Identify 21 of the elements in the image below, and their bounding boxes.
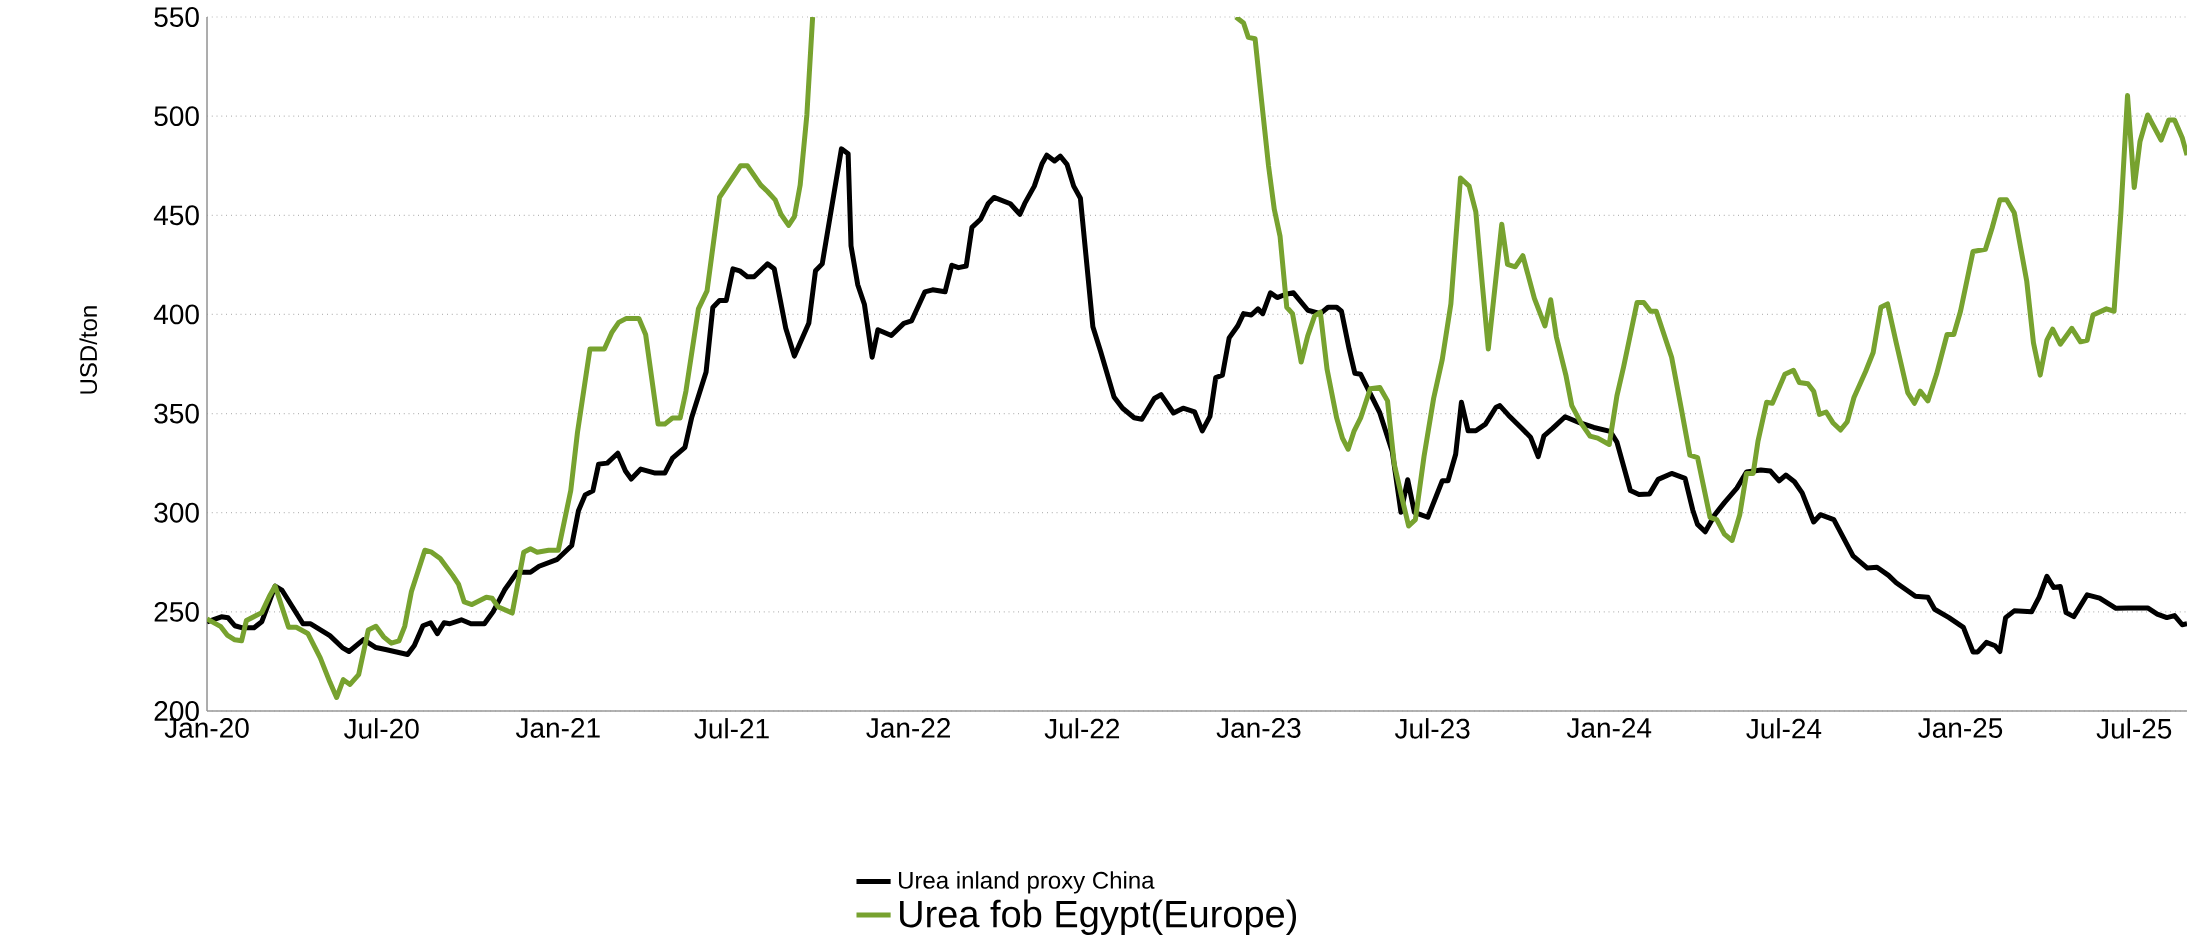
x-tick-label: Jul-23 [1394, 718, 1470, 739]
y-tick-label: 500 [154, 106, 199, 127]
y-tick-label: 300 [154, 502, 199, 523]
y-tick-label: 450 [153, 205, 199, 226]
y-tick-label: 550 [154, 7, 199, 27]
y-tick-label: 400 [153, 304, 199, 325]
y-tick-label: 250 [154, 601, 199, 622]
x-tick-label: Jan-21 [515, 718, 600, 738]
x-tick-label: Jul-25 [2096, 718, 2172, 739]
x-tick-label: Jul-24 [1746, 718, 1822, 739]
y-axis-title: USD/ton [79, 306, 98, 394]
x-tick-label: Jul-22 [1044, 718, 1120, 739]
x-tick-label: Jan-24 [1566, 718, 1652, 738]
legend-label: Urea fob Egypt(Europe) [900, 899, 1297, 936]
x-tick-label: Jan-22 [866, 718, 950, 738]
x-tick-label: Jul-21 [694, 718, 769, 739]
x-tick-label: Jul-20 [344, 718, 419, 739]
x-tick-label: Jan-25 [1918, 718, 2003, 738]
y-tick-label: 350 [154, 403, 199, 424]
legend-label: Urea inland proxy China [898, 871, 1155, 894]
x-tick-label: Jan-23 [1216, 718, 1301, 738]
